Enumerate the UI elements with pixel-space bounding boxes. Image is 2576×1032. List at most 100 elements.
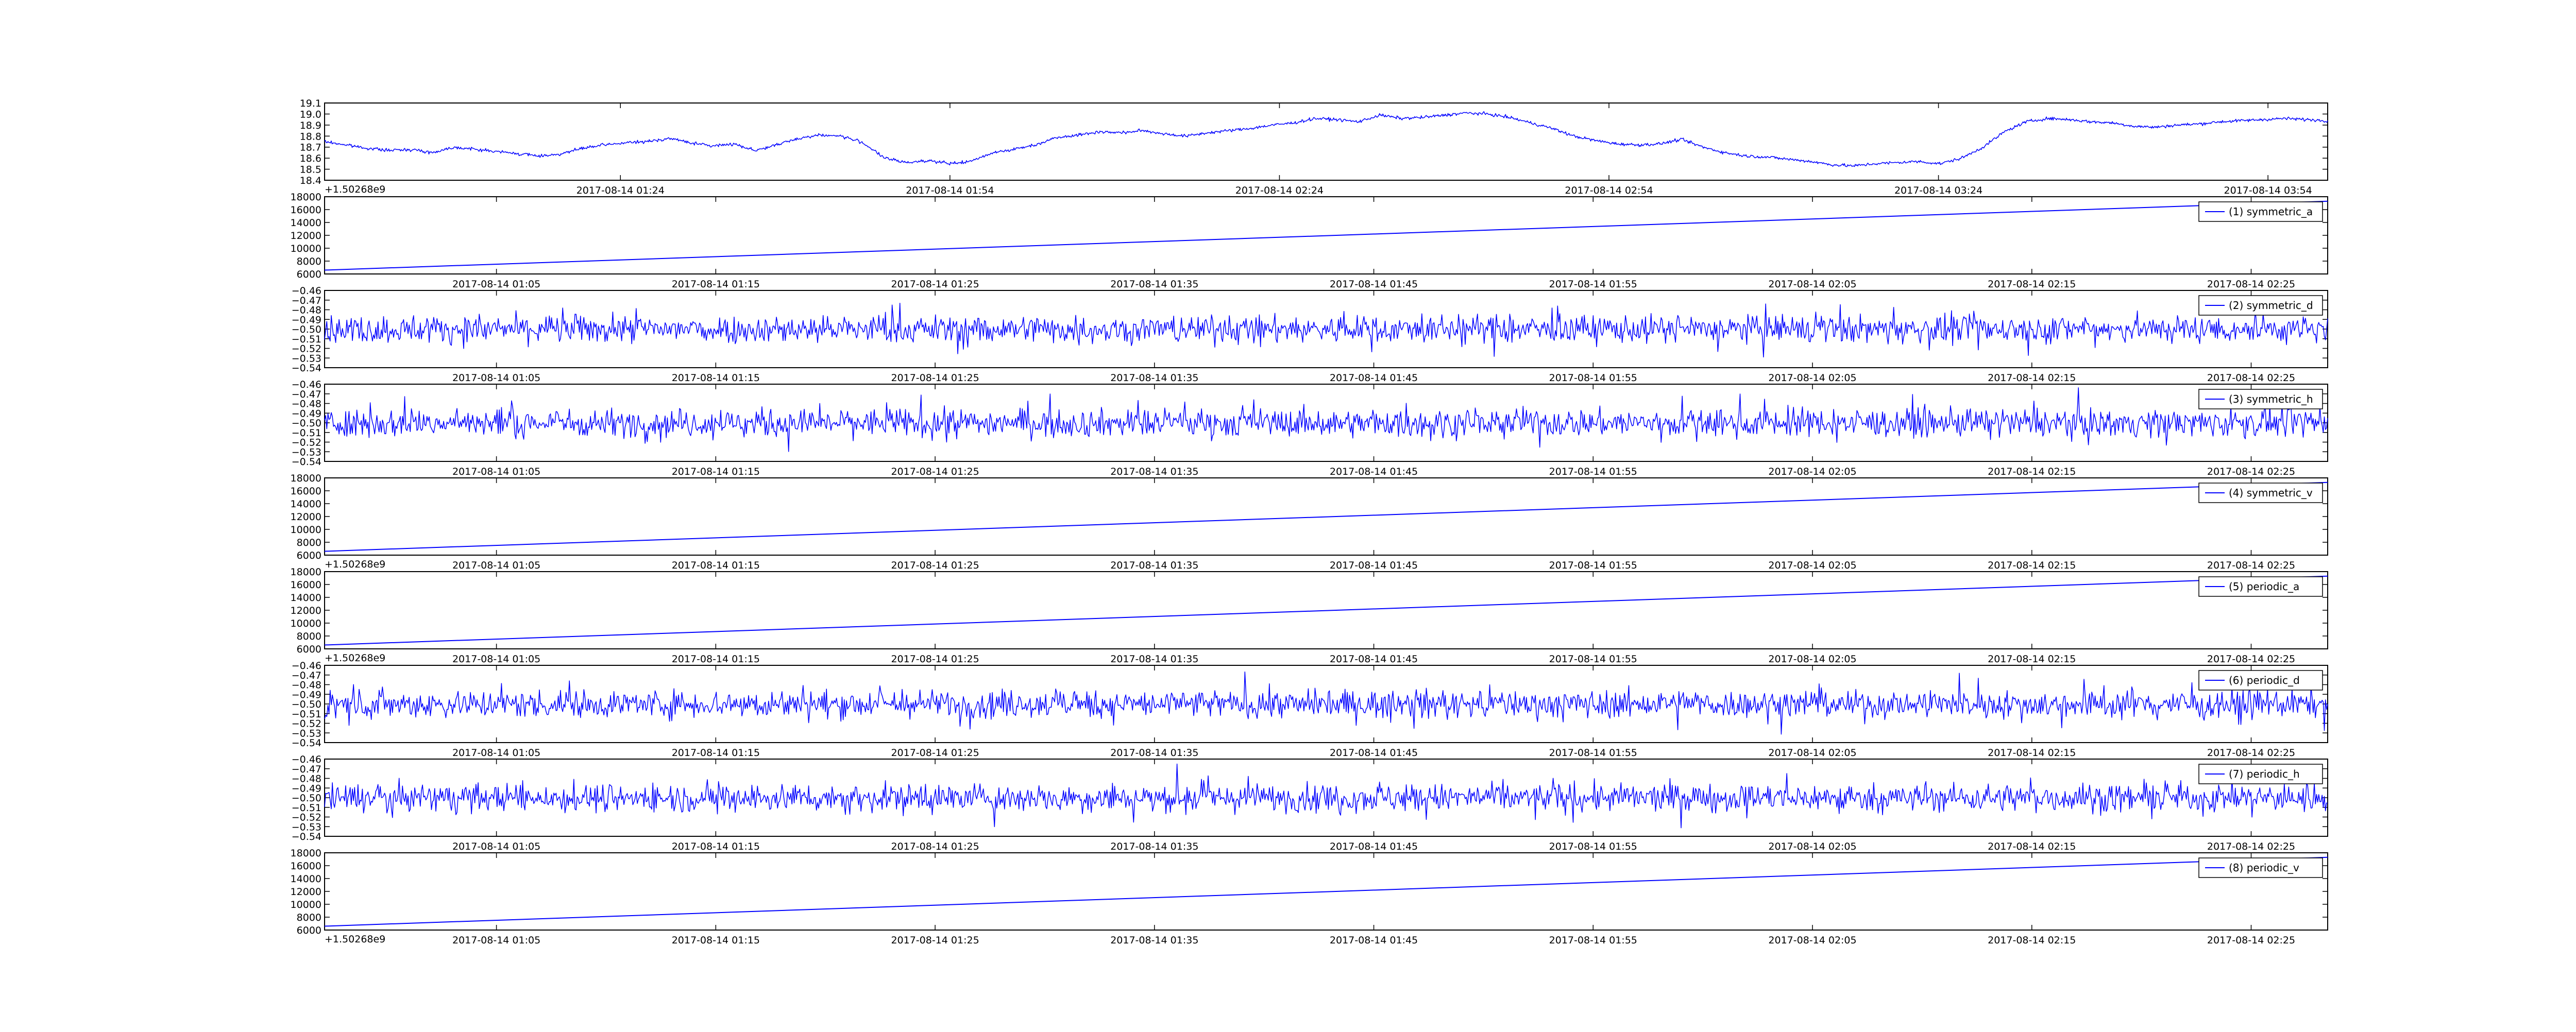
- y-tick-label: −0.51: [292, 802, 321, 814]
- y-tick-label: 16000: [291, 204, 321, 216]
- x-tick-label: 2017-08-14 02:05: [1768, 466, 1856, 477]
- y-tick-label: 18000: [291, 192, 321, 203]
- x-tick-label: 2017-08-14 01:55: [1549, 747, 1637, 759]
- y-tick-label: 10000: [291, 618, 321, 629]
- x-tick-label: 2017-08-14 03:24: [1894, 185, 1982, 196]
- y-tick-label: −0.46: [292, 379, 321, 390]
- y-tick-label: 18.9: [300, 120, 321, 131]
- axes-frame: [324, 290, 2328, 368]
- x-tick-label: 2017-08-14 01:45: [1330, 935, 1418, 946]
- y-tick-label: 10000: [291, 524, 321, 536]
- y-tick-label: −0.52: [292, 343, 321, 355]
- x-tick-label: 2017-08-14 01:15: [672, 560, 760, 571]
- x-tick-label: 2017-08-14 02:15: [1988, 841, 2076, 852]
- x-tick-label: 2017-08-14 02:15: [1988, 279, 2076, 290]
- y-tick-label: 18000: [291, 848, 321, 859]
- y-tick-label: 16000: [291, 486, 321, 497]
- x-tick-label: 2017-08-14 02:15: [1988, 466, 2076, 477]
- y-tick-label: −0.53: [292, 446, 321, 458]
- x-tick-label: 2017-08-14 01:25: [891, 747, 979, 759]
- x-tick-label: 2017-08-14 01:24: [577, 185, 665, 196]
- x-tick-label: 2017-08-14 02:15: [1988, 747, 2076, 759]
- x-tick-label: 2017-08-14 01:35: [1110, 372, 1198, 384]
- x-tick-label: 2017-08-14 01:05: [452, 935, 540, 946]
- series-line: [324, 200, 2328, 271]
- x-tick-label: 2017-08-14 02:54: [1565, 185, 1653, 196]
- legend-label: (4) symmetric_v: [2229, 487, 2313, 499]
- y-tick-label: −0.51: [292, 709, 321, 720]
- x-offset-label: +1.50268e9: [325, 184, 385, 195]
- series-line: [324, 303, 2328, 358]
- x-tick-label: 2017-08-14 02:25: [2207, 372, 2295, 384]
- y-tick-label: 12000: [291, 230, 321, 242]
- x-tick-label: 2017-08-14 02:25: [2207, 653, 2295, 665]
- x-tick-label: 2017-08-14 03:54: [2224, 185, 2312, 196]
- x-tick-label: 2017-08-14 02:25: [2207, 466, 2295, 477]
- x-tick-label: 2017-08-14 01:45: [1330, 372, 1418, 384]
- x-tick-label: 2017-08-14 01:55: [1549, 841, 1637, 852]
- series-line: [324, 856, 2328, 927]
- x-tick-label: 2017-08-14 01:05: [452, 466, 540, 477]
- x-tick-label: 2017-08-14 02:15: [1988, 560, 2076, 571]
- x-tick-label: 2017-08-14 02:05: [1768, 653, 1856, 665]
- series-line: [324, 111, 2328, 167]
- x-offset-label: +1.50268e9: [325, 559, 385, 570]
- y-tick-label: 6000: [297, 644, 321, 655]
- y-tick-label: 18.8: [300, 131, 321, 142]
- x-offset-label: +1.50268e9: [325, 934, 385, 945]
- x-tick-label: 2017-08-14 01:25: [891, 935, 979, 946]
- y-tick-label: −0.48: [292, 680, 321, 691]
- x-tick-label: 2017-08-14 01:55: [1549, 653, 1637, 665]
- y-tick-label: 18.5: [300, 164, 321, 176]
- x-tick-label: 2017-08-14 02:25: [2207, 279, 2295, 290]
- y-tick-label: −0.53: [292, 728, 321, 739]
- x-tick-label: 2017-08-14 01:35: [1110, 841, 1198, 852]
- legend-box: [2198, 670, 2323, 691]
- x-tick-label: 2017-08-14 01:35: [1110, 560, 1198, 571]
- x-tick-label: 2017-08-14 01:05: [452, 372, 540, 384]
- y-tick-label: −0.49: [292, 408, 321, 419]
- x-tick-label: 2017-08-14 01:05: [452, 560, 540, 571]
- axes-frame: [324, 384, 2328, 462]
- y-tick-label: −0.48: [292, 399, 321, 410]
- y-tick-label: −0.52: [292, 812, 321, 823]
- x-tick-label: 2017-08-14 01:45: [1330, 747, 1418, 759]
- axes-frame: [324, 665, 2328, 743]
- y-tick-label: 8000: [297, 912, 321, 923]
- y-tick-label: −0.48: [292, 773, 321, 785]
- y-tick-label: −0.50: [292, 699, 321, 710]
- x-tick-label: 2017-08-14 01:54: [906, 185, 994, 196]
- y-tick-label: 8000: [297, 537, 321, 548]
- x-tick-label: 2017-08-14 01:45: [1330, 841, 1418, 852]
- y-tick-label: 14000: [291, 498, 321, 510]
- x-tick-label: 2017-08-14 01:55: [1549, 279, 1637, 290]
- x-tick-label: 2017-08-14 01:25: [891, 653, 979, 665]
- y-tick-label: 6000: [297, 925, 321, 936]
- x-tick-label: 2017-08-14 01:05: [452, 279, 540, 290]
- x-tick-label: 2017-08-14 01:35: [1110, 935, 1198, 946]
- y-tick-label: −0.47: [292, 389, 321, 400]
- y-tick-label: −0.46: [292, 285, 321, 297]
- x-tick-label: 2017-08-14 01:25: [891, 279, 979, 290]
- x-tick-label: 2017-08-14 01:15: [672, 841, 760, 852]
- legend-label: (8) periodic_v: [2229, 862, 2299, 874]
- x-tick-label: 2017-08-14 02:15: [1988, 653, 2076, 665]
- legend-label: (2) symmetric_d: [2229, 299, 2313, 312]
- y-tick-label: −0.50: [292, 418, 321, 429]
- y-tick-label: 10000: [291, 243, 321, 254]
- x-tick-label: 2017-08-14 02:25: [2207, 560, 2295, 571]
- x-tick-label: 2017-08-14 01:15: [672, 747, 760, 759]
- y-tick-label: 8000: [297, 256, 321, 267]
- x-tick-label: 2017-08-14 02:25: [2207, 747, 2295, 759]
- series-line: [324, 387, 2328, 452]
- x-tick-label: 2017-08-14 02:25: [2207, 841, 2295, 852]
- x-tick-label: 2017-08-14 01:15: [672, 279, 760, 290]
- legend-label: (5) periodic_a: [2229, 580, 2299, 593]
- legend-label: (3) symmetric_h: [2229, 393, 2313, 405]
- y-tick-label: −0.54: [292, 831, 321, 842]
- x-tick-label: 2017-08-14 01:45: [1330, 653, 1418, 665]
- series-line: [324, 575, 2328, 646]
- x-tick-label: 2017-08-14 01:25: [891, 372, 979, 384]
